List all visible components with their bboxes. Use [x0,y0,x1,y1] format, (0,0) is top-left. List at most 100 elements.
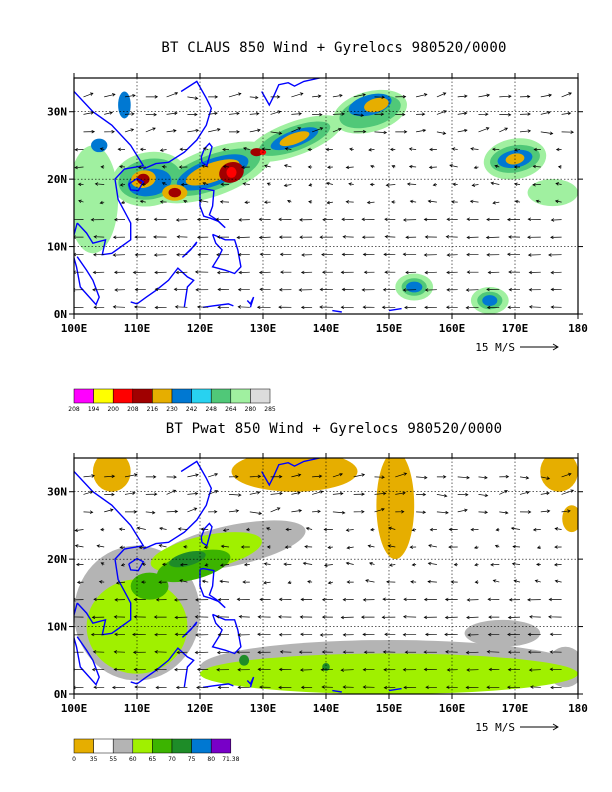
wind-arrow [113,270,126,275]
wind-arrow [402,218,417,222]
wind-arrow [259,597,271,602]
wind-arrow [561,111,572,116]
wind-arrow [428,165,437,170]
x-tick-label: 110E [124,322,151,335]
colorbar-label: 0 [72,756,76,763]
wind-arrow [219,200,230,204]
wind-arrow [322,217,333,222]
colorbar-label: 70 [168,756,176,763]
wind-arrow [391,200,396,204]
wind-arrow [266,527,271,531]
wind-arrow [238,614,250,619]
wind-arrow [427,561,437,566]
wind-arrow [340,668,354,672]
wind-arrow [452,182,458,187]
contour-fill [464,619,541,647]
y-tick-label: 30N [47,486,67,499]
wind-arrow [249,474,262,479]
wind-arrow [300,632,313,637]
wind-arrow [308,183,313,187]
wind-arrow [94,182,105,186]
x-tick-label: 150E [376,322,403,335]
wind-arrow [258,217,271,222]
wind-arrow [312,94,322,98]
colorbar-swatch [132,738,153,754]
wind-arrow [119,183,126,187]
wind-arrow [382,597,396,601]
wind-arrow [446,668,458,672]
wind-arrow [423,253,437,257]
wind-arrow [154,287,167,292]
wind-arrow [528,288,541,292]
wind-arrow [384,632,396,637]
wind-arrow [519,94,531,99]
wind-arrow [404,650,417,654]
wind-arrow [508,598,521,602]
wind-arrow [198,199,209,203]
coastline [74,91,145,256]
wind-arrow [423,597,437,602]
wind-arrow [528,305,541,309]
colorbar-label: 35 [90,756,98,763]
wind-arrow [134,235,146,239]
x-tick-label: 170E [502,702,529,715]
colorbar-swatch [191,388,212,404]
wind-arrow [436,475,447,479]
wind-arrow [159,200,167,204]
wind-arrow [325,147,333,152]
wind-arrow [342,650,354,654]
coastline [246,676,255,688]
wind-arrow [353,129,367,134]
y-tick-label: 20N [47,553,67,566]
wind-arrow [514,199,521,204]
contour-fill [540,458,578,492]
wind-arrow [321,252,333,257]
coastline [261,458,320,487]
wind-arrow [374,475,385,479]
wind-arrow [166,129,177,133]
wind-arrow [259,685,271,689]
coastline [332,689,342,693]
wind-arrow [548,615,562,619]
wind-arrow [466,252,479,257]
wind-arrow [388,563,396,567]
wind-arrow [362,305,375,309]
wind-arrow [425,685,437,690]
wind-arrow [175,685,188,690]
x-tick-label: 180 [568,322,588,335]
wind-arrow [259,287,271,292]
wind-arrow [244,200,250,205]
wind-arrow [332,127,342,133]
wind-arrow [278,685,292,690]
wind-arrow [179,579,188,583]
colorbar-swatch [152,738,173,754]
wind-arrow [474,580,479,584]
contour-fill [364,97,389,113]
wind-arrow [245,527,250,532]
wind-arrow [446,288,458,292]
wind-arrow [222,528,230,532]
wind-arrow [450,580,458,584]
wind-arrow [532,182,541,187]
wind-arrow [237,633,250,637]
wind-arrow [74,528,84,533]
wind-arrow [508,287,520,292]
wind-arrow [465,685,479,690]
wind-arrow [299,218,313,222]
wind-arrow [369,562,375,566]
wind-arrow [424,270,437,275]
wind-arrow [550,270,562,275]
colorbar-label: 65 [149,756,157,763]
wind-arrow [363,650,375,654]
wind-arrow [155,597,167,602]
wind-arrow [124,473,138,478]
wind-arrow [448,527,458,532]
wind-arrow [112,305,126,309]
wind-arrow [312,490,324,495]
wind-arrow [507,632,521,637]
wind-arrow [195,598,209,602]
wind-arrow [74,147,84,152]
wind-arrow [104,508,114,513]
wind-arrow [345,528,354,532]
wind-arrow [487,270,500,275]
